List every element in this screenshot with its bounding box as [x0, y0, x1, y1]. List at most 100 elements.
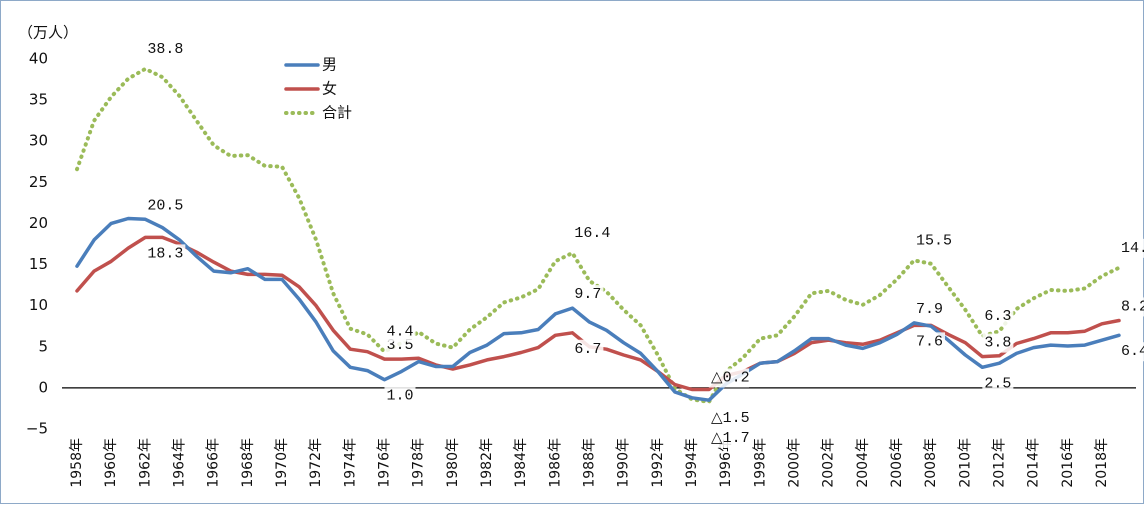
x-tick-label: 1976年	[376, 438, 392, 488]
y-tick-label: −5	[26, 420, 48, 438]
data-label-bg	[709, 409, 750, 429]
data-label-group: 8.2	[1119, 297, 1144, 317]
data-label: 3.8	[984, 335, 1011, 352]
x-tick-label: 2002年	[821, 438, 837, 488]
x-tick-label: 2004年	[855, 438, 871, 488]
data-label: 16.4	[574, 225, 610, 242]
x-tick-label: 1964年	[171, 438, 187, 488]
y-tick-label: 20	[29, 214, 48, 232]
x-tick-label: 2014年	[1026, 438, 1042, 488]
y-tick-label: 30	[29, 132, 48, 150]
x-tick-label: 1968年	[240, 438, 256, 488]
x-tick-label: 1978年	[411, 438, 427, 488]
data-label-group: 18.3	[145, 244, 186, 264]
data-label: 8.2	[1121, 298, 1144, 315]
data-label-bg	[982, 307, 1014, 327]
data-label-group: 7.9	[914, 299, 946, 319]
x-tick-label: 2008年	[923, 438, 939, 488]
y-tick-label: 35	[29, 91, 48, 109]
data-label-group: 38.8	[145, 39, 186, 59]
data-label: 6.4	[1121, 343, 1144, 360]
data-label-group: 3.8	[982, 333, 1014, 353]
data-label-group: △1.7	[709, 428, 750, 448]
x-tick-label: 1990年	[616, 438, 632, 488]
data-label-group: △1.5	[709, 409, 750, 429]
x-tick-label: 2012年	[991, 438, 1007, 488]
y-tick-label: 15	[29, 255, 48, 273]
x-tick-label: 1960年	[103, 438, 119, 488]
data-label-group: 6.4	[1119, 342, 1144, 362]
data-label-bg	[982, 333, 1014, 353]
data-label: 6.7	[574, 341, 601, 358]
x-tick-label: 2006年	[889, 438, 905, 488]
x-tick-label: 1996年	[718, 438, 734, 488]
data-label-bg	[572, 224, 613, 244]
data-label-bg	[914, 231, 955, 251]
x-tick-label: 1992年	[650, 438, 666, 488]
data-label-group: △0.2	[709, 368, 750, 388]
x-tick-label: 1962年	[137, 438, 153, 488]
data-label: 20.5	[147, 197, 183, 214]
data-label-bg	[914, 299, 946, 319]
x-tick-label: 1972年	[308, 438, 324, 488]
data-label-group: 14.6	[1119, 238, 1144, 258]
data-label: 38.8	[147, 41, 183, 58]
data-label: 15.5	[916, 232, 952, 249]
data-label: 1.0	[386, 388, 413, 405]
data-label: △1.5	[711, 410, 750, 427]
data-label: 6.3	[984, 308, 1011, 325]
x-tick-label: 1970年	[274, 438, 290, 488]
data-label-bg	[709, 368, 750, 388]
x-tick-label: 2010年	[957, 438, 973, 488]
data-label-group: 20.5	[145, 196, 186, 216]
y-axis-label: （万人）	[18, 24, 78, 42]
x-tick-label: 1994年	[684, 438, 700, 488]
data-label: 7.6	[916, 333, 943, 350]
legend-label: 男	[322, 56, 337, 74]
data-label-bg	[982, 374, 1014, 394]
x-tick-label: 2000年	[786, 438, 802, 488]
data-label-bg	[572, 339, 604, 359]
x-tick-label: 1986年	[547, 438, 563, 488]
data-label-bg	[384, 322, 416, 342]
data-label: 14.6	[1121, 240, 1144, 257]
x-tick-label: 1966年	[206, 438, 222, 488]
y-tick-label: 10	[29, 296, 48, 314]
data-label-group: 9.7	[572, 285, 604, 305]
data-label-group: 7.6	[914, 332, 946, 352]
data-label-group: 6.3	[982, 307, 1014, 327]
x-tick-label: 2016年	[1060, 438, 1076, 488]
x-tick-label: 1988年	[581, 438, 597, 488]
data-label-bg	[145, 39, 186, 59]
y-tick-label: 40	[29, 50, 48, 68]
data-label-group: 16.4	[572, 224, 613, 244]
legend-label: 合計	[322, 104, 352, 122]
x-tick-label: 1982年	[479, 438, 495, 488]
data-label: 2.5	[984, 375, 1011, 392]
y-tick-label: 25	[29, 173, 48, 191]
data-label-bg	[384, 386, 416, 406]
x-tick-label: 1984年	[513, 438, 529, 488]
data-label: △1.7	[711, 430, 750, 447]
data-label-group: 2.5	[982, 374, 1014, 394]
y-tick-label: 0	[38, 378, 48, 396]
data-label-group: 1.0	[384, 386, 416, 406]
data-label-group: 15.5	[914, 231, 955, 251]
data-label: 4.4	[386, 324, 413, 341]
data-label-bg	[572, 285, 604, 305]
x-tick-label: 1958年	[69, 438, 85, 488]
data-label-bg	[145, 196, 186, 216]
data-label-bg	[1119, 342, 1144, 362]
x-tick-label: 1980年	[445, 438, 461, 488]
data-label-bg	[914, 332, 946, 352]
x-tick-label: 2018年	[1094, 438, 1110, 488]
data-label: 9.7	[574, 286, 601, 303]
data-label-group: 6.7	[572, 339, 604, 359]
x-tick-label: 1974年	[342, 438, 358, 488]
data-label: 7.9	[916, 301, 943, 318]
series-line	[75, 216, 1121, 402]
data-label-bg	[145, 244, 186, 264]
data-label-bg	[709, 428, 750, 448]
data-label: △0.2	[711, 370, 750, 387]
